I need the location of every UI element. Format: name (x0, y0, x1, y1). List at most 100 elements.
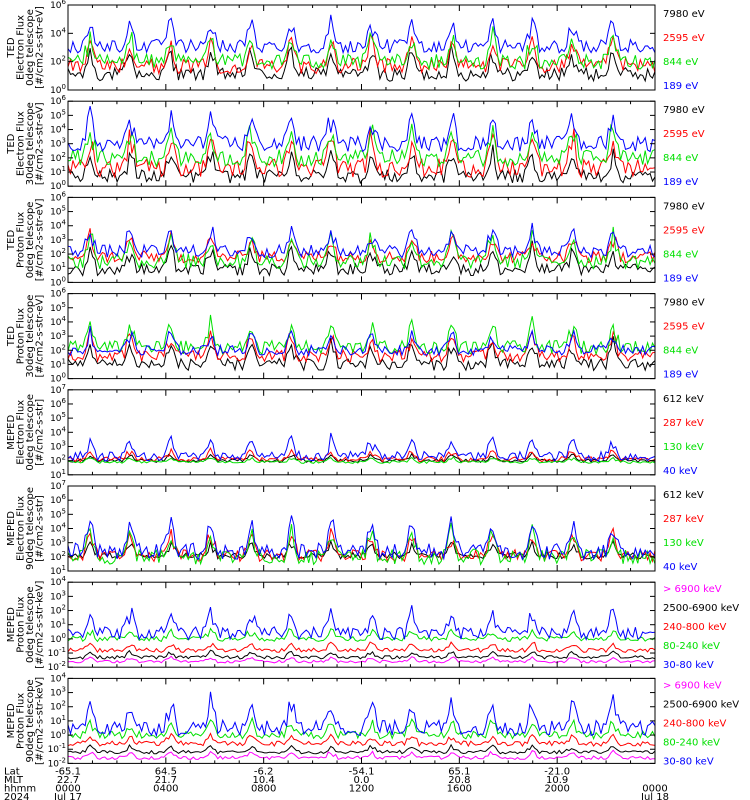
legend-entry: 287 keV (663, 418, 704, 429)
legend-entry: 30-80 keV (663, 660, 714, 671)
footer-value-mlt: 21.7 (155, 775, 177, 786)
panel-frame (67, 4, 656, 91)
ylabel-line: Electron Flux (16, 496, 27, 561)
legend-entry: > 6900 keV (663, 680, 722, 691)
footer-value-mlt: 10.9 (546, 775, 568, 786)
series-7-2 (67, 649, 656, 660)
series-8-2 (67, 743, 656, 755)
ytick-label: 10-1 (48, 742, 66, 755)
legend-entry: 189 eV (663, 273, 698, 284)
ytick-label: 100 (50, 728, 66, 741)
legend-entry: 80-240 keV (663, 737, 720, 748)
footer-value-lat: -6.2 (254, 766, 274, 777)
ylabel-line: 90deg telescope (25, 487, 36, 570)
footer-value-hhmm: 0800 (251, 783, 276, 794)
legend-entry: 240-800 keV (663, 622, 727, 633)
series-3-1 (67, 240, 656, 277)
ylabel-line: [#/cm2-s-str-eV] (35, 198, 46, 281)
ylabel-line: Electron Flux (16, 111, 27, 176)
ytick-label: 106 (50, 0, 66, 11)
ylabel-line: [#/cm2-s-str-eV] (35, 295, 46, 378)
ytick-label: 103 (50, 536, 66, 549)
legend-entry: 130 keV (663, 538, 704, 549)
ytick-label: 103 (50, 686, 66, 699)
ytick-label: 102 (50, 700, 66, 713)
series-5-1 (67, 451, 656, 464)
legend-entry: > 6900 keV (663, 584, 722, 595)
ytick-label: 101 (50, 618, 66, 631)
ytick-label: 106 (50, 94, 66, 107)
legend-entry: 189 eV (663, 370, 698, 381)
ylabel-line: 0deg telescope (25, 394, 36, 471)
ytick-label: 103 (50, 439, 66, 452)
footer-value-lat: -54.1 (349, 766, 375, 777)
ylabel-line: Proton Flux (16, 597, 27, 653)
ytick-label: 104 (50, 575, 66, 588)
ylabel-line: [#/cm2-s-str] (35, 399, 46, 466)
ylabel-line: 0deg telescope (25, 202, 36, 279)
ytick-label: 106 (50, 397, 66, 410)
time-axis-footer: Lat -65.1 64.5 -6.2 -54.1 65.1 -21.0 MLT 22.7 21.… (4, 766, 669, 800)
ytick-label: 101 (50, 564, 66, 577)
ytick-label: 103 (50, 233, 66, 246)
legend-entry: 40 keV (663, 562, 697, 573)
footer-value-hhmm: 2000 (544, 783, 569, 794)
footer-row-label: MLT (4, 775, 24, 786)
ytick-label: 101 (50, 357, 66, 370)
ytick-label: 100 (50, 632, 66, 645)
ytick-label: 103 (50, 589, 66, 602)
ylabel-line: Proton Flux (16, 212, 27, 268)
legend-entry: 2500-6900 keV (663, 603, 739, 614)
ytick-label: 107 (50, 479, 66, 492)
ytick-label: 102 (50, 247, 66, 260)
series-7-3 (67, 641, 656, 654)
ylabel-line: [#/cm2-s-str-eV] (35, 6, 46, 89)
ytick-label: 106 (50, 493, 66, 506)
ytick-label: 105 (50, 108, 66, 121)
ylabel-line: TED (6, 133, 17, 154)
series-4-4 (67, 326, 656, 358)
ylabel-line: Electron Flux (16, 15, 27, 80)
footer-value-hhmm: 0000 (55, 783, 80, 794)
series-6-4 (67, 515, 656, 562)
ytick-label: 104 (50, 522, 66, 535)
series-8-3 (67, 732, 656, 748)
legend-entry: 80-240 keV (663, 641, 720, 652)
series-1-3 (67, 26, 656, 71)
series-8-4 (67, 716, 656, 741)
series-2-4 (67, 105, 656, 153)
legend-entry: 2595 eV (663, 129, 705, 140)
ytick-label: 100 (50, 372, 66, 385)
series-8-5 (67, 691, 656, 738)
legend-entry: 7980 eV (663, 105, 705, 116)
ylabel-line: 30deg telescope (25, 295, 36, 378)
ytick-label: 102 (50, 454, 66, 467)
legend-entry: 40 keV (663, 466, 697, 477)
legend-entry: 189 eV (663, 177, 698, 188)
ytick-label: 107 (50, 383, 66, 396)
legend-entry: 2500-6900 keV (663, 699, 739, 710)
ylabel-line: [#/cm2-s-str-keV] (35, 677, 46, 765)
footer-row-label: hhmm (4, 783, 36, 794)
ytick-label: 100 (50, 83, 66, 96)
footer-value-mlt: 10.4 (253, 775, 275, 786)
ytick-label: 104 (50, 671, 66, 684)
ytick-label: 104 (50, 26, 66, 39)
legend-entry: 189 eV (663, 81, 698, 92)
ytick-label: 106 (50, 190, 66, 203)
ytick-label: 10-1 (48, 646, 66, 659)
footer-value-hhmm: 0000 (642, 783, 667, 794)
ylabel-line: [#/cm2-s-str-keV] (35, 580, 46, 668)
ytick-label: 101 (50, 165, 66, 178)
series-6-3 (67, 522, 656, 567)
panel-frame (67, 677, 656, 764)
ytick-label: 101 (50, 714, 66, 727)
series-4-1 (67, 336, 656, 372)
ylabel-line: MEPED (6, 703, 17, 738)
